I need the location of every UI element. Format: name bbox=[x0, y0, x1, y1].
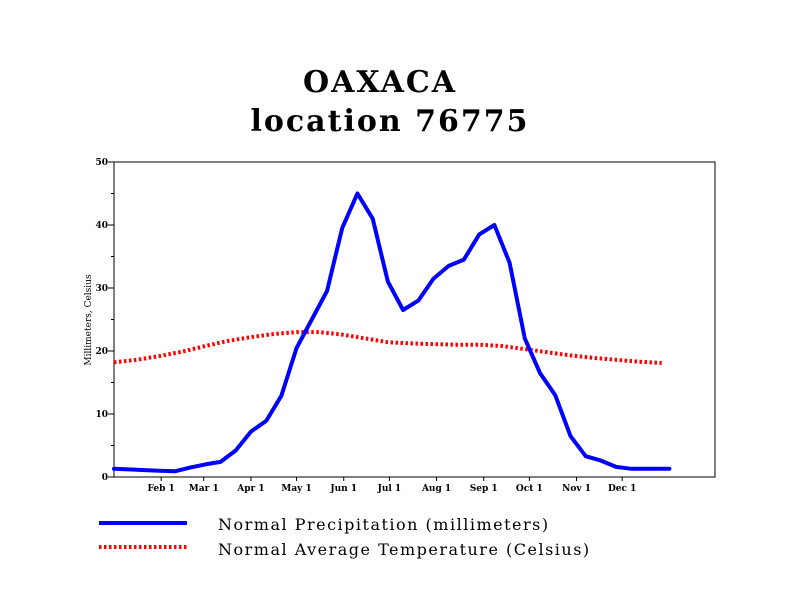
series-temperature-line bbox=[113, 330, 662, 365]
x-tick-label: Dec 1 bbox=[608, 484, 636, 494]
series-layer bbox=[112, 191, 672, 474]
x-tick-label: Oct 1 bbox=[516, 484, 543, 494]
y-tick-label: 10 bbox=[95, 410, 108, 420]
plot-frame bbox=[113, 161, 716, 478]
x-tick-label: Nov 1 bbox=[562, 484, 591, 494]
x-tick-label: Mar 1 bbox=[189, 484, 219, 494]
y-tick-label: 0 bbox=[102, 473, 108, 483]
y-tick-label: 20 bbox=[95, 347, 108, 357]
legend-label-precipitation: Normal Precipitation (millimeters) bbox=[218, 515, 550, 534]
chart-title: OAXACA bbox=[303, 65, 457, 100]
chart-subtitle: location 76775 bbox=[250, 104, 529, 139]
y-axis: 0 10 20 30 40 50 bbox=[95, 158, 114, 483]
x-tick-label: May 1 bbox=[281, 484, 311, 494]
legend: Normal Precipitation (millimeters) Norma… bbox=[99, 515, 591, 559]
x-tick-label: Feb 1 bbox=[148, 484, 175, 494]
x-tick-label: Jun 1 bbox=[329, 484, 357, 494]
x-tick-label: Jul 1 bbox=[377, 484, 402, 494]
y-tick-label: 30 bbox=[95, 284, 108, 294]
legend-label-temperature: Normal Average Temperature (Celsius) bbox=[218, 540, 591, 559]
x-tick-label: Apr 1 bbox=[236, 484, 264, 494]
x-axis: Feb 1 Mar 1 Apr 1 May 1 Jun 1 Jul 1 Aug 1 Sep 1… bbox=[148, 477, 636, 494]
y-axis-label: Millimeters, Celsius bbox=[84, 274, 94, 366]
x-tick-label: Sep 1 bbox=[470, 484, 498, 494]
x-tick-label: Aug 1 bbox=[421, 484, 451, 494]
y-tick-label: 40 bbox=[95, 221, 108, 231]
series-precipitation-line bbox=[112, 191, 672, 474]
y-tick-label: 50 bbox=[95, 158, 108, 168]
